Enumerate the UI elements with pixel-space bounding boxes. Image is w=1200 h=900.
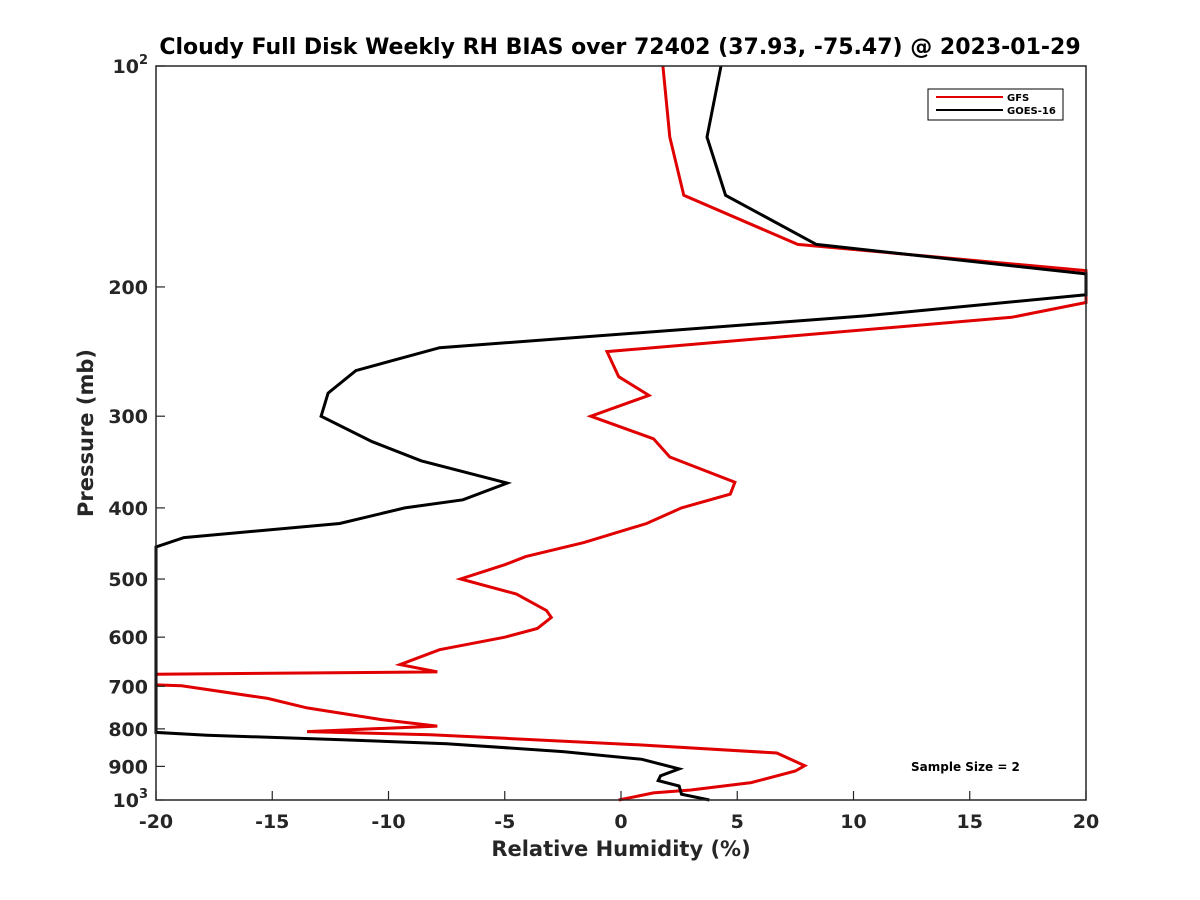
x-tick-label: -10 [371,811,405,833]
y-tick-label: 300 [108,406,148,428]
y-tick-label: 600 [108,627,148,649]
x-tick-label: 10 [840,811,866,833]
y-tick-label: 200 [108,277,148,299]
chart-title: Cloudy Full Disk Weekly RH BIAS over 724… [159,35,1080,60]
y-axis-title: Pressure (mb) [74,349,98,517]
x-tick-label: -15 [255,811,289,833]
legend-box [927,88,1064,121]
y-tick-label: 102 [113,53,149,78]
sample-size-annotation: Sample Size = 2 [911,760,1020,774]
x-tick-label: 0 [614,811,627,833]
x-axis-title: Relative Humidity (%) [491,837,750,861]
y-tick-label: 103 [113,787,149,812]
legend: GFS GOES-16 [927,88,1064,121]
x-tick-label: -20 [139,811,173,833]
y-tick-label: 400 [108,498,148,520]
y-tick-label: 800 [108,719,148,741]
x-tick-label: 5 [731,811,744,833]
y-tick-label: 900 [108,756,148,778]
legend-label-goes16: GOES-16 [1007,106,1056,117]
series-line-0 [154,65,1088,802]
x-tick-label: 20 [1073,811,1099,833]
y-tick-label: 700 [108,676,148,698]
x-tick-label: 15 [957,811,983,833]
plot-area: -20 -15 -10 -5 0 5 10 15 20 102 200 300 400 500 600 70… [108,53,1099,833]
x-tick-label: -5 [494,811,515,833]
x-axis: -20 -15 -10 -5 0 5 10 15 20 [139,791,1099,833]
y-tick-label: 500 [108,569,148,591]
y-axis: 102 200 300 400 500 600 700 800 900 103 [108,53,165,812]
legend-label-gfs: GFS [1007,93,1029,104]
